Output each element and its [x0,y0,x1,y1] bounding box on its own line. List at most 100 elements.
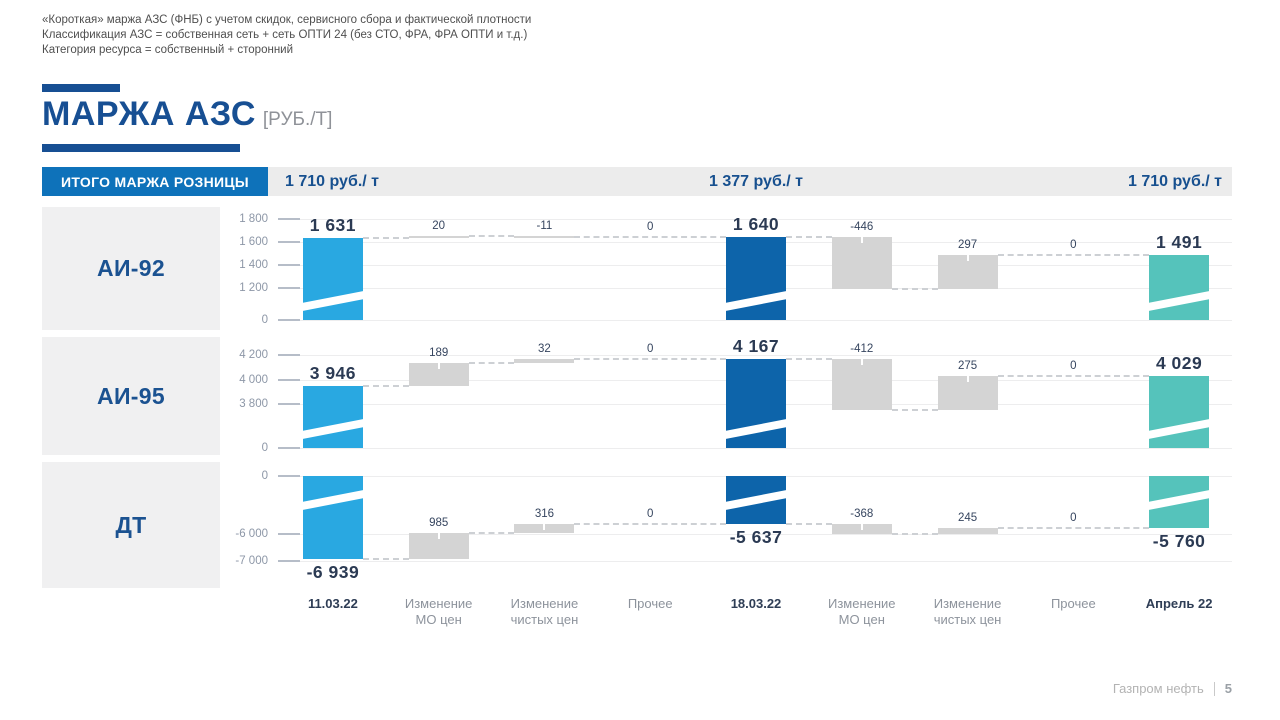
x-axis-label: Прочее [597,596,703,612]
y-tick-label: 4 200 [239,349,268,361]
chart-row-1: АИ-92 1 800 1 600 1 400 1 200 0 1 631 20 -11 0 1 6… [42,207,1232,330]
y-gridline [280,533,1232,535]
x-axis-label: Изменение МО цен [386,596,492,628]
waterfall-connector [574,358,726,361]
waterfall-connector [786,358,832,361]
bar-value-label: 0 [1070,238,1077,251]
x-axis-label: Изменение чистых цен [915,596,1021,628]
bar-value-label: 0 [647,343,654,356]
x-axis-label-line: 18.03.22 [730,596,782,611]
axis-break-slash [302,416,363,442]
waterfall-bar-delta [937,254,998,289]
page-title-text: МАРЖА АЗС [42,95,256,133]
y-tick-label: 1 800 [239,213,268,225]
waterfall-connector [574,236,726,239]
axis-break-slash [726,487,786,513]
waterfall-connector [468,235,515,238]
x-axis-label-line: Апрель 22 [1145,596,1213,611]
bar-value-label: 985 [429,516,449,529]
waterfall-bar-total [726,476,786,525]
x-axis-label: 18.03.22 [703,596,809,612]
bar-value-label: 1 640 [732,214,780,235]
waterfall-bar-delta [514,524,575,533]
y-tick-label: 1 400 [239,259,268,271]
y-tick-label: 4 000 [239,374,268,386]
y-tick-label: 1 200 [239,282,268,294]
y-tick-mark [278,241,300,243]
x-axis-label-line: чистых цен [510,612,579,627]
header-note-line: Категория ресурса = собственный + сторон… [42,44,294,56]
bar-value-label: 297 [957,238,978,251]
waterfall-connector [997,374,1150,377]
waterfall-bar-delta [408,236,469,239]
y-tick-mark [278,264,300,266]
bar-value-label: 32 [538,343,551,356]
waterfall-bar-delta [831,359,892,410]
y-tick-mark [278,379,300,381]
y-tick-mark [278,403,300,405]
waterfall-bar-delta [408,362,469,387]
waterfall-bar-total [726,359,786,448]
waterfall-bar-total [302,476,363,560]
summary-label-chip: ИТОГО МАРЖА РОЗНИЦЫ [42,167,268,196]
waterfall-bar-total [1149,254,1210,320]
y-tick-mark [278,287,300,289]
waterfall-connector [786,523,832,526]
header-notes: «Короткая» маржа АЗС (ФНБ) с учетом скид… [42,13,531,58]
y-tick-label: -6 000 [235,528,268,540]
x-axis-label: Изменение МО цен [809,596,915,628]
y-tick-mark [278,560,300,562]
x-axis-label-line: чистых цен [933,612,1002,627]
title-accent-bar-bottom [42,144,240,152]
x-axis-label: Прочее [1020,596,1126,612]
bar-value-label: -446 [850,221,874,234]
summary-band [268,167,1232,196]
waterfall-connector [891,533,938,536]
footer: Газпром нефть 5 [1113,681,1232,696]
waterfall-bar-total [302,386,363,448]
bar-value-label: 20 [432,220,446,233]
bar-value-label: -5 760 [1152,530,1206,551]
header-note-line: «Короткая» маржа АЗС (ФНБ) с учетом скид… [42,14,532,26]
bar-value-label: 0 [647,221,654,234]
axis-break-slash [726,288,786,314]
summary-value-period2: 1 377 руб./ т [709,173,803,190]
x-axis-label-line: Изменение [933,596,1002,611]
x-axis-label-line: Изменение [404,596,473,611]
waterfall-connector [468,531,515,534]
x-axis-label: Изменение чистых цен [492,596,598,628]
bar-notch [966,375,969,382]
y-tick-mark [278,319,300,321]
waterfall-bar-delta [937,375,998,410]
waterfall-connector [468,361,515,364]
y-gridline [280,319,1232,321]
bar-value-label: -412 [850,343,874,356]
y-tick-mark [278,447,300,449]
waterfall-connector [997,253,1150,256]
header-note-line: Классификация АЗС = собственная сеть + с… [42,29,528,41]
chart-row-3: ДТ 0 -6 000 -7 000 -6 939 985 316 0 -5 637 -368 24… [42,462,1232,588]
bar-value-label: 275 [957,359,978,372]
y-tick-label: 0 [261,314,268,326]
x-axis-label-line: Изменение [827,596,896,611]
waterfall-connector [997,526,1150,529]
axis-break-slash [1149,288,1210,314]
title-accent-bar-top [42,84,120,92]
y-tick-mark [278,218,300,220]
bar-value-label: 0 [1070,511,1077,524]
waterfall-bar-total [1149,476,1210,528]
y-gridline [280,447,1232,449]
summary-value-period1: 1 710 руб./ т [285,173,379,190]
waterfall-bar-delta [831,237,892,289]
waterfall-connector [362,385,409,388]
x-axis-label-line: Прочее [1050,596,1096,611]
bar-value-label: -11 [536,220,553,233]
waterfall-connector [786,236,832,239]
bar-value-label: 316 [534,508,555,521]
y-tick-mark [278,475,300,477]
x-axis-label-line: МО цен [415,612,462,627]
axis-break-slash [1149,487,1210,513]
waterfall-bar-delta [831,524,892,535]
bar-value-label: 0 [647,508,654,521]
waterfall-bar-delta [514,236,575,239]
